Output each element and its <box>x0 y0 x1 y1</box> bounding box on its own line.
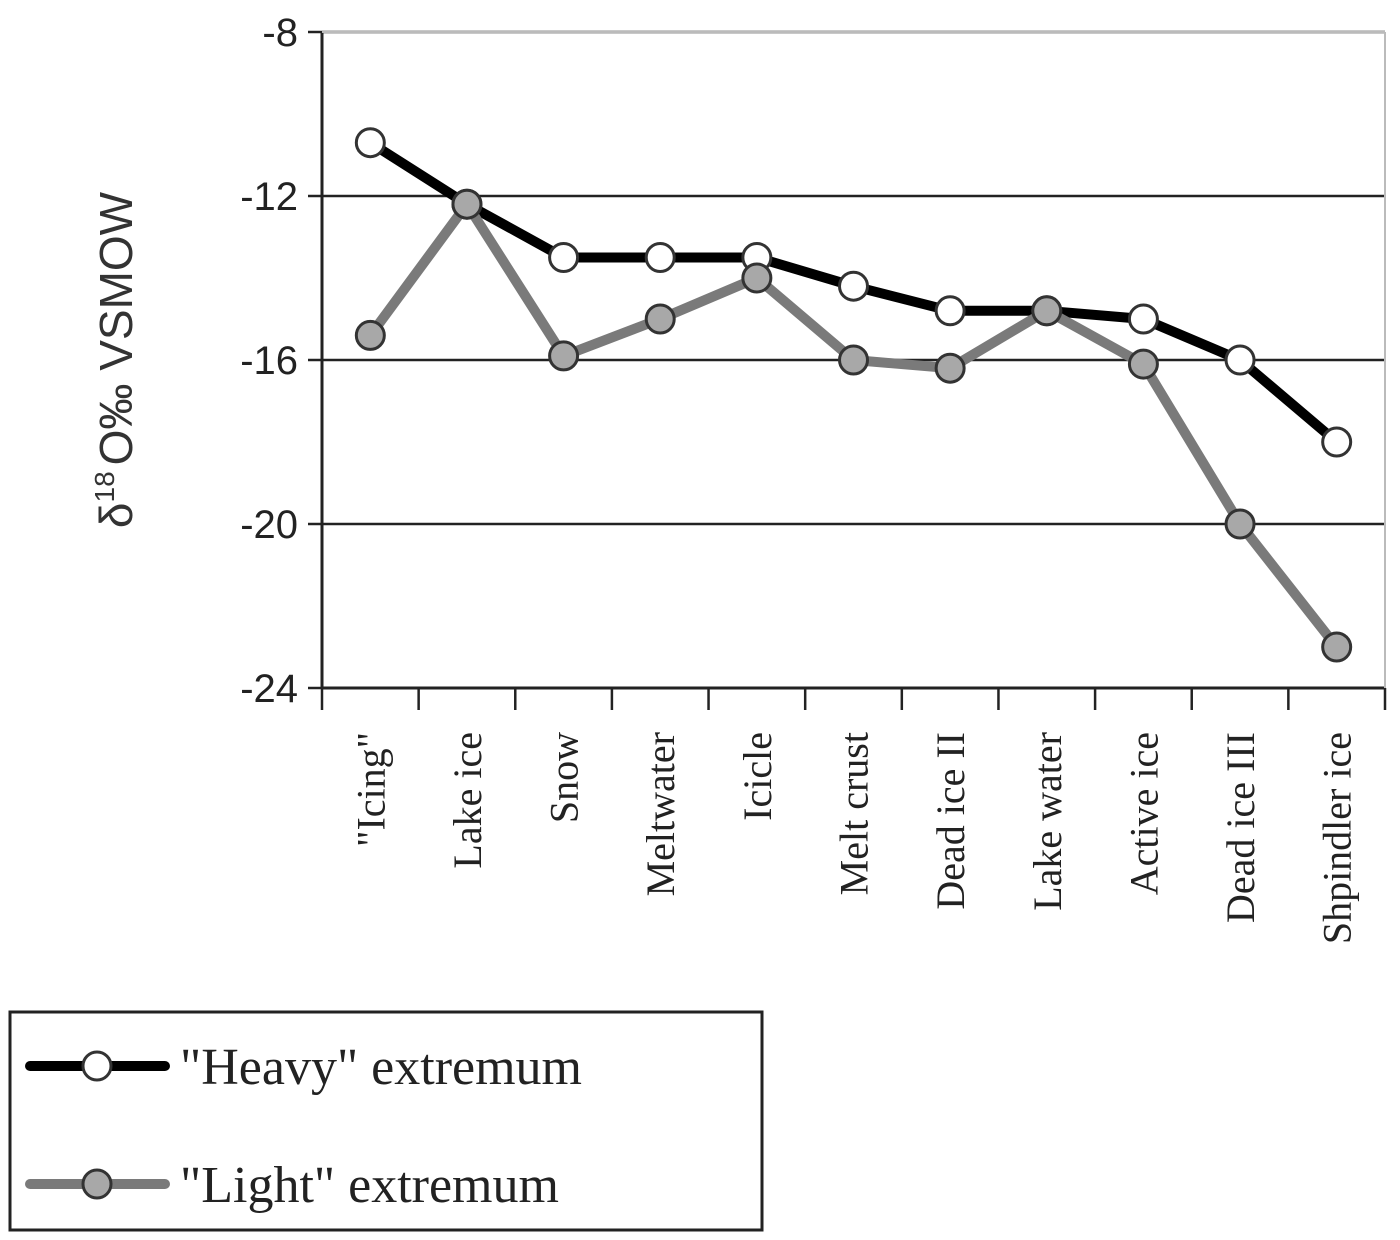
x-tick-label: Shpindler ice <box>1315 732 1360 944</box>
x-tick-label: Snow <box>542 732 587 823</box>
y-tick-label: -8 <box>262 11 298 55</box>
x-tick-label: "Icing" <box>348 732 393 847</box>
x-tick-label: Active ice <box>1121 732 1166 895</box>
legend: "Heavy" extremum "Light" extremum <box>8 1010 764 1232</box>
y-tick-labels: -8 -12 -16 -20 -24 <box>240 11 298 711</box>
legend-box <box>8 1010 764 1232</box>
data-point <box>1321 631 1353 663</box>
data-point <box>934 352 966 384</box>
data-point <box>1321 426 1353 458</box>
data-point <box>741 262 773 294</box>
x-tick-label: Lake ice <box>445 732 490 869</box>
data-point <box>451 188 483 220</box>
y-tick-label: -12 <box>240 175 298 219</box>
x-tick-label: Dead ice II <box>928 732 973 910</box>
legend-label: "Light" extremum <box>180 1157 559 1214</box>
data-point <box>644 242 676 273</box>
y-tick-label: -24 <box>240 667 298 711</box>
x-tick-label: Icicle <box>735 732 780 821</box>
x-tick-label: Melt crust <box>832 732 877 895</box>
data-point <box>644 303 676 335</box>
x-tick-label: Dead ice III <box>1218 732 1263 923</box>
legend-item: "Heavy" extremum <box>25 1039 582 1096</box>
data-point <box>1224 344 1256 376</box>
data-point <box>934 295 966 327</box>
data-point <box>354 319 386 351</box>
data-point <box>1031 295 1063 327</box>
x-tick-label: Lake water <box>1025 732 1070 911</box>
data-point <box>1224 508 1256 540</box>
series-0 <box>354 127 1353 458</box>
data-point <box>1127 303 1159 335</box>
x-tick-label: Meltwater <box>638 732 683 896</box>
series-1 <box>354 188 1353 663</box>
series-line <box>365 199 1342 652</box>
legend-marker <box>81 1168 113 1200</box>
data-point <box>838 270 869 302</box>
series <box>354 127 1353 663</box>
data-point <box>1127 348 1159 380</box>
axes <box>308 30 1387 710</box>
y-tick-label: -20 <box>240 503 298 547</box>
data-point <box>548 340 580 372</box>
data-point <box>354 127 386 159</box>
y-axis-label: δ18O‰ VSMOW <box>89 191 142 528</box>
legend-item: "Light" extremum <box>25 1157 559 1214</box>
legend-marker <box>81 1050 113 1082</box>
data-point <box>838 344 869 376</box>
x-tick-labels: "Icing" Lake ice Snow Meltwater Icicle Melt c… <box>348 732 1359 944</box>
y-tick-label: -16 <box>240 339 298 383</box>
legend-label: "Heavy" extremum <box>180 1039 582 1096</box>
data-point <box>548 242 580 273</box>
